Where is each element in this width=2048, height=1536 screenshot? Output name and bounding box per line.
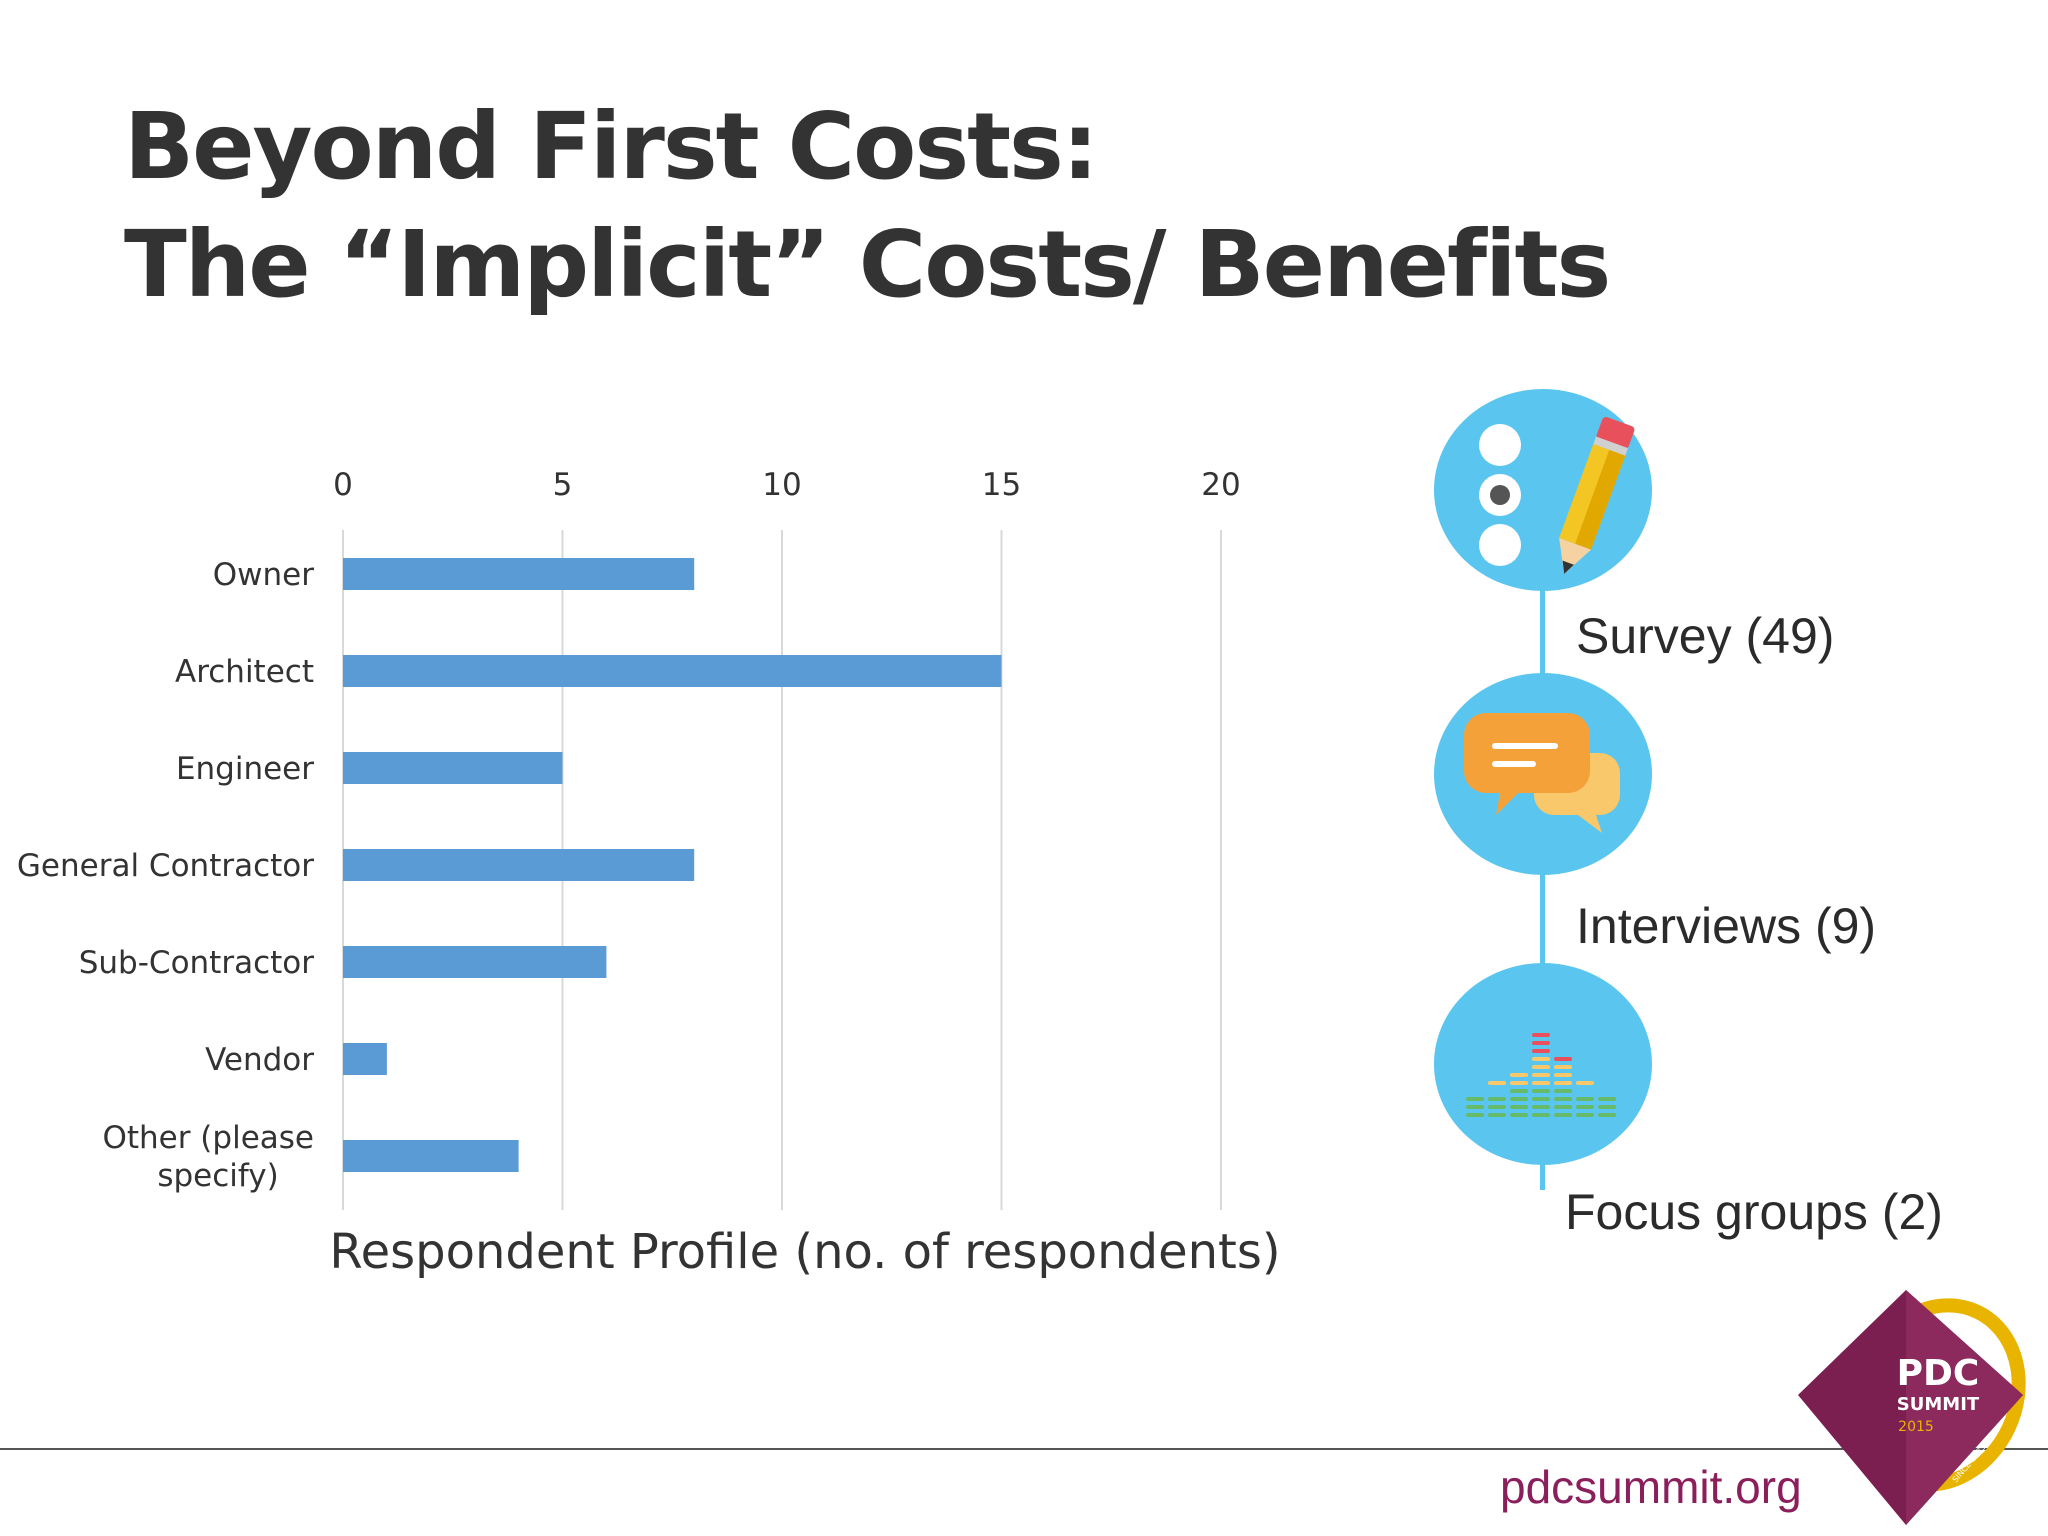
bar-owner xyxy=(343,558,695,590)
respondent-profile-chart: 0 5 10 15 20 Owner Architect Engineer General Co… xyxy=(17,467,1281,1280)
pdc-summit-logo: PDC SUMMIT 2015 SINCE 1985 xyxy=(1798,1290,2026,1525)
interviews-label: Interviews (9) xyxy=(1576,898,1877,954)
survey-pencil-icon xyxy=(1434,389,1652,591)
x-tick-label: 15 xyxy=(982,467,1021,503)
svg-text:SUMMIT: SUMMIT xyxy=(1897,1394,1980,1415)
x-tick-label: 0 xyxy=(333,467,353,503)
category-label: specify) xyxy=(157,1158,278,1194)
category-label: Sub-Contractor xyxy=(79,945,315,981)
survey-label: Survey (49) xyxy=(1576,608,1835,664)
x-tick-label: 5 xyxy=(553,467,573,503)
category-label: Architect xyxy=(175,654,314,690)
site-url: pdcsummit.org xyxy=(1500,1461,1802,1513)
category-label: Owner xyxy=(213,557,314,593)
methods-connector-line xyxy=(1540,585,1545,1190)
slide-title: Beyond First Costs: The “Implicit” Costs… xyxy=(124,88,1611,324)
x-tick-label: 20 xyxy=(1201,467,1240,503)
svg-text:2015: 2015 xyxy=(1898,1419,1934,1435)
bar-sub-contractor xyxy=(343,946,607,978)
bar-engineer xyxy=(343,752,563,784)
chart-title: Respondent Profile (no. of respondents) xyxy=(329,1224,1280,1280)
bar-vendor xyxy=(343,1043,387,1075)
footer-divider xyxy=(0,1448,2048,1450)
category-label: Vendor xyxy=(205,1042,314,1078)
category-label: General Contractor xyxy=(17,848,314,884)
bar-other-please-specify xyxy=(343,1140,519,1172)
category-label: Engineer xyxy=(176,751,314,787)
research-methods: Survey (49) Interviews (9) xyxy=(1420,385,2040,1240)
svg-text:PDC: PDC xyxy=(1897,1353,1980,1394)
category-label: Other (please xyxy=(102,1120,314,1156)
equalizer-icon xyxy=(1434,963,1652,1165)
chat-bubbles-icon xyxy=(1434,673,1652,875)
x-tick-label: 10 xyxy=(762,467,801,503)
focus-groups-label: Focus groups (2) xyxy=(1565,1184,1943,1240)
title-line-1: Beyond First Costs: xyxy=(124,93,1099,200)
title-line-2: The “Implicit” Costs/ Benefits xyxy=(124,211,1611,318)
bar-general-contractor xyxy=(343,849,695,881)
bar-architect xyxy=(343,655,1002,687)
